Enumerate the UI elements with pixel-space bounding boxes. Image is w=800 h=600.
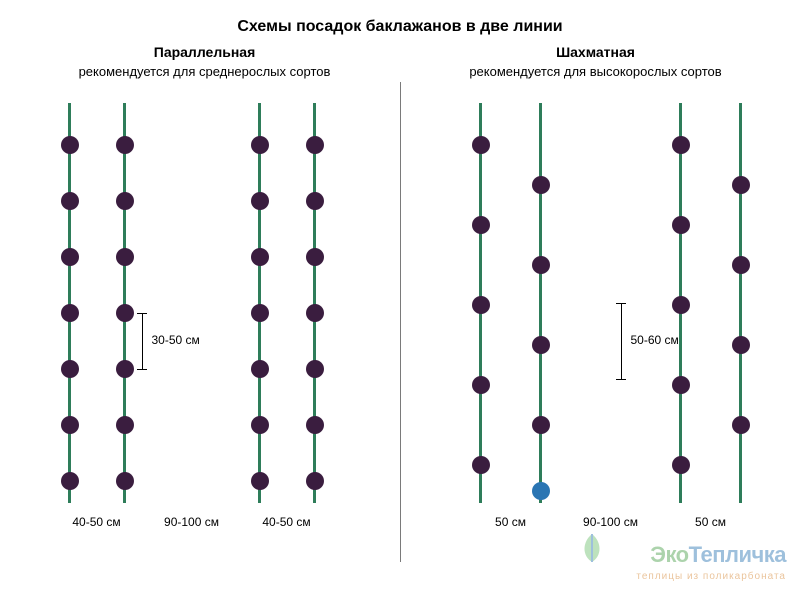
plant-dot — [732, 256, 750, 274]
plant-dot — [472, 376, 490, 394]
plant-dot — [472, 296, 490, 314]
plant-dot — [61, 248, 79, 266]
spacing-label: 90-100 см — [583, 515, 638, 529]
plant-stem — [313, 103, 316, 503]
plant-dot — [732, 176, 750, 194]
plant-dot — [306, 304, 324, 322]
right-subtitle: Шахматная — [401, 44, 791, 60]
plant-dot — [306, 136, 324, 154]
plant-stem — [68, 103, 71, 503]
plant-stem — [539, 103, 542, 503]
plant-dot — [472, 136, 490, 154]
plant-dot — [306, 416, 324, 434]
plant-stem — [123, 103, 126, 503]
watermark-tep: Тепличка — [689, 542, 786, 567]
plant-dot — [532, 416, 550, 434]
right-plot: 50 см 90-100 см 50 см 50-60 см — [401, 103, 791, 533]
plant-dot — [116, 192, 134, 210]
plant-stem — [739, 103, 742, 503]
plant-dot — [532, 336, 550, 354]
plant-stem — [258, 103, 261, 503]
plant-dot — [306, 192, 324, 210]
left-subtitle: Параллельная — [10, 44, 400, 60]
watermark-text: ЭкоТепличка — [650, 542, 786, 568]
watermark-sub: теплицы из поликарбоната — [636, 571, 786, 582]
spacing-label: 40-50 см — [72, 515, 120, 529]
plant-dot — [306, 360, 324, 378]
plant-dot — [116, 416, 134, 434]
watermark-eco: Эко — [650, 542, 688, 567]
spacing-label: 40-50 см — [262, 515, 310, 529]
plant-dot — [61, 472, 79, 490]
plant-dot — [672, 456, 690, 474]
plant-dot — [61, 136, 79, 154]
right-column: Шахматная рекомендуется для высокорослых… — [401, 44, 791, 533]
columns-wrap: Параллельная рекомендуется для среднерос… — [0, 44, 800, 584]
left-desc: рекомендуется для среднерослых сортов — [10, 64, 400, 79]
spacing-label: 50 см — [495, 515, 526, 529]
plant-dot — [251, 360, 269, 378]
left-column: Параллельная рекомендуется для среднерос… — [10, 44, 400, 533]
spacing-label: 90-100 см — [164, 515, 219, 529]
plant-dot — [116, 136, 134, 154]
row-spacing-label: 30-50 см — [152, 333, 200, 347]
plant-dot — [532, 176, 550, 194]
spacing-label: 50 см — [695, 515, 726, 529]
plant-dot — [732, 416, 750, 434]
plant-dot — [306, 472, 324, 490]
plant-dot — [732, 336, 750, 354]
left-plot: 40-50 см 90-100 см 40-50 см 30-50 см — [10, 103, 400, 533]
plant-dot — [672, 376, 690, 394]
plant-dot — [306, 248, 324, 266]
plant-dot — [251, 472, 269, 490]
plant-dot — [532, 256, 550, 274]
plant-dot — [61, 416, 79, 434]
plant-dot — [116, 360, 134, 378]
plant-dot — [61, 360, 79, 378]
page-title: Схемы посадок баклажанов в две линии — [0, 18, 800, 36]
plant-dot — [251, 136, 269, 154]
plant-dot — [116, 304, 134, 322]
right-desc: рекомендуется для высокорослых сортов — [401, 64, 791, 79]
plant-dot — [116, 248, 134, 266]
plant-dot — [251, 248, 269, 266]
row-spacing-label: 50-60 см — [631, 333, 679, 347]
plant-dot — [116, 472, 134, 490]
plant-dot — [61, 304, 79, 322]
plant-dot — [472, 456, 490, 474]
plant-dot — [472, 216, 490, 234]
plant-dot — [672, 216, 690, 234]
plant-dot — [672, 296, 690, 314]
plant-dot — [251, 416, 269, 434]
watermark-leaf-icon — [576, 532, 608, 564]
plant-dot — [61, 192, 79, 210]
plant-dot — [532, 482, 550, 500]
plant-dot — [251, 192, 269, 210]
plant-dot — [672, 136, 690, 154]
plant-dot — [251, 304, 269, 322]
